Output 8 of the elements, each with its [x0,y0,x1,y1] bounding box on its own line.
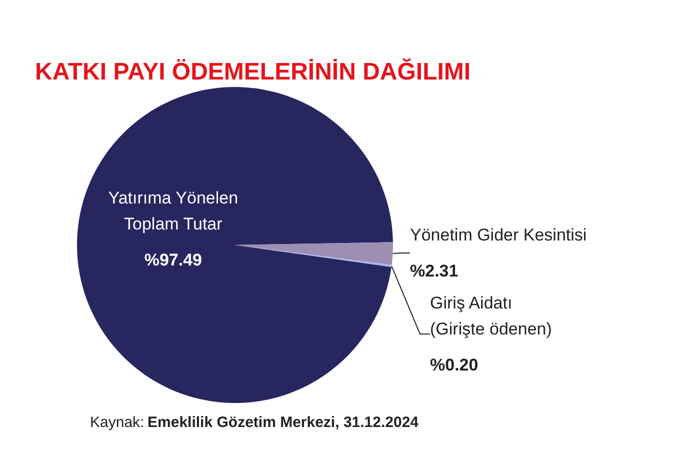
slice-label: Yönetim Gider Kesintisi [410,226,587,244]
chart-title: KATKI PAYI ÖDEMELERİNİN DAĞILIMI [35,58,471,86]
slice-label: Yatırıma Yönelen Toplam Tutar [108,188,238,234]
data-label: %97.49 [144,250,202,270]
data-label: %0.20 [430,356,478,374]
slice-label: Giriş Aidatı (Girişte ödenen) [430,294,552,338]
data-label: %2.31 [410,262,458,280]
text: Kaynak: Emeklilik Gözetim Merkezi, 31.12.2024 [90,414,420,431]
